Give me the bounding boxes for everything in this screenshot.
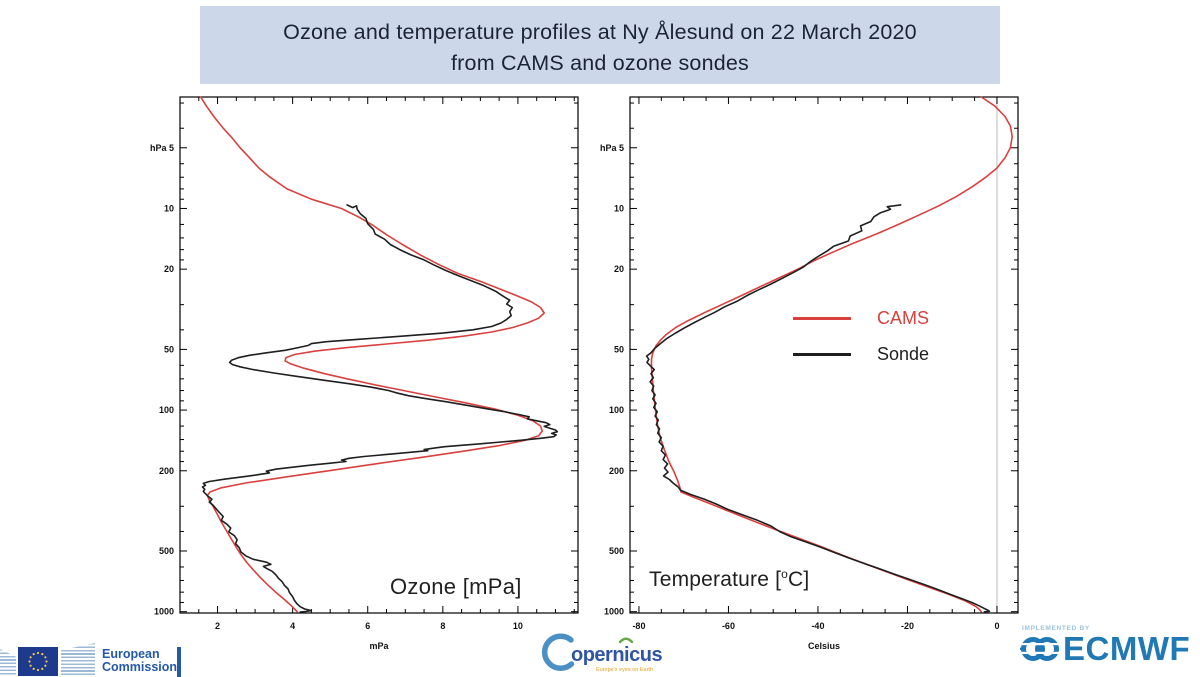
temperature-plot-annotation: Temperature [oC]: [649, 567, 809, 592]
temperature-plot: -80 -60 -40 -20 0 hPa 5 10 20 50 100 200 500 1000 Cel…: [600, 96, 1019, 651]
svg-text:hPa 5: hPa 5: [600, 143, 624, 153]
copernicus-tagline: Europe's eyes on Earth: [596, 667, 653, 673]
ecmwf-mark-icon: [1020, 637, 1060, 661]
ec-divider-bar: [177, 647, 181, 677]
svg-text:50: 50: [614, 344, 624, 354]
svg-text:4: 4: [290, 621, 295, 631]
ec-wordmark: European Commission: [102, 648, 177, 674]
ozone-plot-annotation: Ozone [mPa]: [390, 574, 522, 599]
svg-text:20: 20: [164, 264, 174, 274]
temperature-sonde-line: [645, 204, 991, 613]
svg-text:-20: -20: [901, 621, 914, 631]
temp-annotation-sup: o: [781, 567, 789, 581]
cams-legend-label: CAMS: [877, 307, 930, 328]
eu-flag-icon: [18, 647, 58, 676]
ozone-sonde-line: [201, 204, 559, 613]
svg-text:-40: -40: [811, 621, 824, 631]
svg-text:100: 100: [609, 405, 624, 415]
svg-text:10: 10: [513, 621, 523, 631]
svg-text:6: 6: [365, 621, 370, 631]
ec-building-right-icon: [61, 643, 95, 676]
temperature-x-axis-label: Celsius: [808, 641, 840, 651]
svg-text:500: 500: [609, 546, 624, 556]
copernicus-green-arc-icon: [618, 637, 634, 644]
sonde-line-swatch: [793, 352, 851, 356]
ec-wordmark-line-1: European: [102, 647, 160, 661]
ecmwf-wordmark: ECMWF: [1063, 630, 1191, 667]
svg-text:200: 200: [159, 466, 174, 476]
svg-text:1000: 1000: [604, 607, 624, 617]
copernicus-logo: opernicus Europe's eyes on Earth: [541, 633, 663, 673]
svg-text:10: 10: [614, 203, 624, 213]
ozone-x-axis-label: mPa: [369, 641, 389, 651]
svg-text:hPa 5: hPa 5: [150, 143, 174, 153]
ec-wordmark-line-2: Commission: [102, 660, 178, 674]
ec-building-left-icon: [0, 649, 16, 675]
svg-text:-60: -60: [722, 621, 735, 631]
legend-row-cams: CAMS: [793, 300, 929, 336]
temp-annotation-suffix: C]: [788, 568, 810, 591]
svg-text:8: 8: [440, 621, 445, 631]
temperature-plot-frame: [629, 96, 1019, 614]
svg-text:2: 2: [215, 621, 220, 631]
title-line-2: from CAMS and ozone sondes: [451, 51, 749, 75]
ecmwf-logo: IMPLEMENTED BY ECMWF: [1020, 625, 1200, 667]
cams-line-swatch: [793, 316, 851, 320]
svg-text:0: 0: [994, 621, 999, 631]
svg-text:1000: 1000: [154, 607, 174, 617]
copernicus-wordmark: opernicus: [571, 644, 662, 666]
svg-text:-80: -80: [632, 621, 645, 631]
title-banner: Ozone and temperature profiles at Ny Åle…: [200, 6, 1000, 84]
ozone-plot-frame: [179, 96, 579, 614]
temp-annotation-prefix: Temperature [: [649, 568, 782, 591]
svg-text:500: 500: [159, 546, 174, 556]
legend-row-sonde: Sonde: [793, 336, 929, 372]
ozone-plot: 2 4 6 8 10 hPa 5 10 20 50 100 200 500 1000 mPa: [150, 96, 579, 651]
european-commission-logo: European Commission: [0, 641, 190, 677]
ozone-cams-line: [199, 96, 546, 613]
sonde-legend-label: Sonde: [877, 343, 930, 364]
implemented-by-label: IMPLEMENTED BY: [1022, 625, 1090, 632]
copernicus-c-swirl-icon: [541, 633, 575, 671]
svg-text:50: 50: [164, 344, 174, 354]
title-line-1: Ozone and temperature profiles at Ny Åle…: [283, 20, 917, 44]
legend: CAMS Sonde: [793, 300, 929, 372]
svg-text:10: 10: [164, 203, 174, 213]
svg-text:200: 200: [609, 466, 624, 476]
svg-text:20: 20: [614, 264, 624, 274]
svg-text:100: 100: [159, 405, 174, 415]
